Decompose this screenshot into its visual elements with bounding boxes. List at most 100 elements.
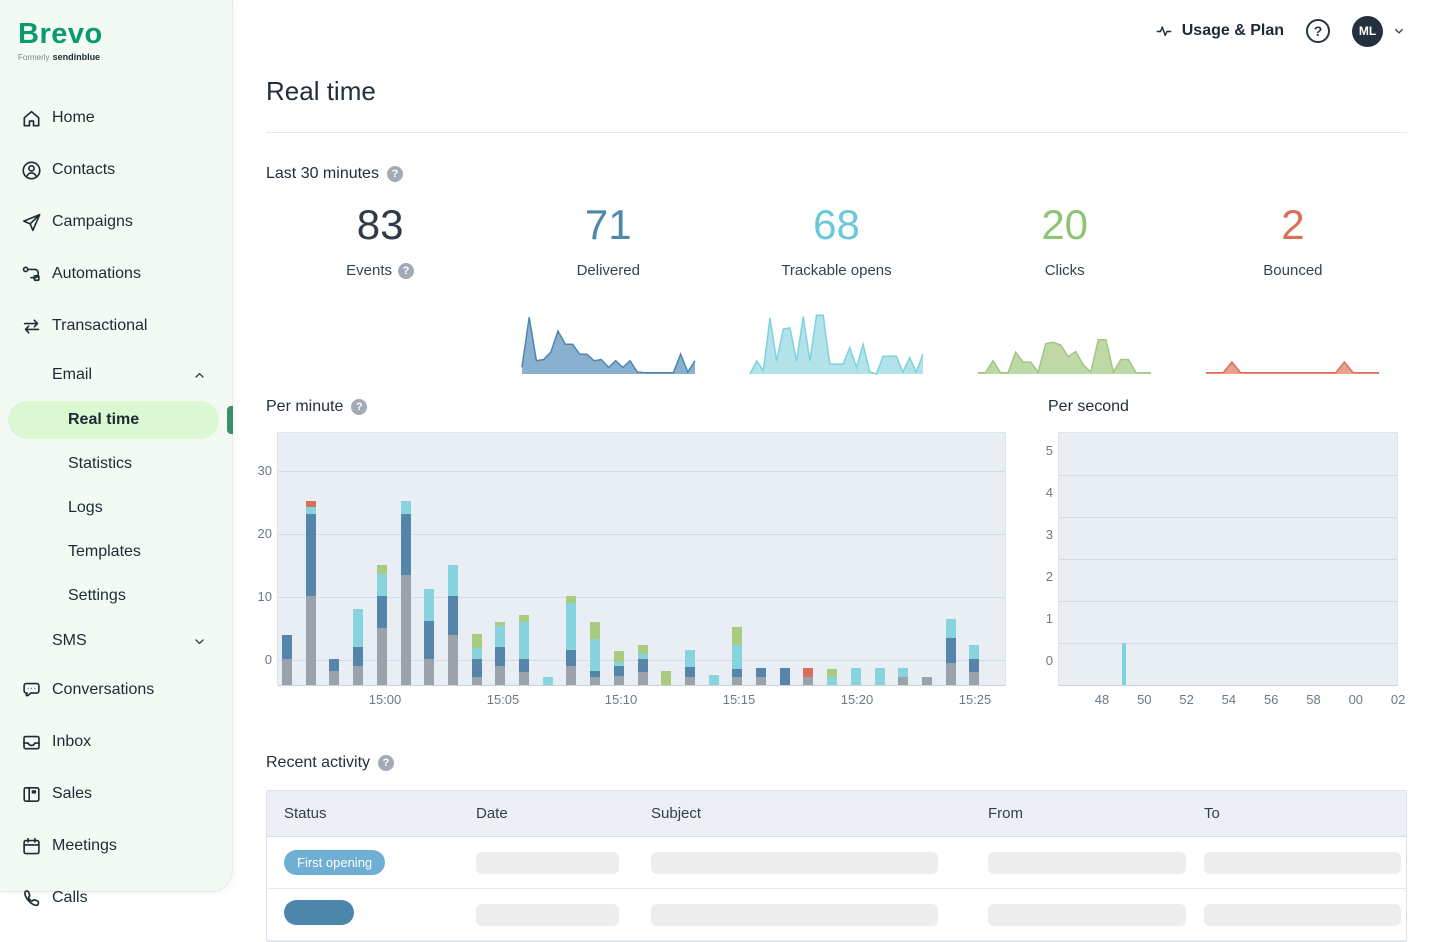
stacked-bar[interactable] (495, 621, 506, 686)
stacked-bar[interactable] (542, 676, 553, 686)
sidebar-item-automations[interactable]: Automations (0, 248, 232, 300)
bar-segment-gray (684, 676, 695, 686)
stat-label: Trackable opens (781, 262, 892, 280)
status-badge: First opening (284, 850, 386, 876)
bar[interactable] (1122, 643, 1127, 686)
stacked-bar[interactable] (400, 501, 411, 686)
per-minute-chart[interactable]: 0 10 20 30 (258, 432, 1006, 687)
x-axis-label: 48 (1094, 692, 1110, 708)
stacked-bar[interactable] (424, 589, 435, 686)
sidebar-item-logs[interactable]: Logs (0, 486, 232, 530)
table-body: First opening (267, 837, 1406, 942)
sidebar-item-templates[interactable]: Templates (0, 530, 232, 574)
x-axis-label: 56 (1263, 692, 1279, 708)
stacked-bar[interactable] (898, 668, 909, 686)
table-row[interactable] (267, 889, 1406, 942)
stacked-bar[interactable] (874, 668, 885, 686)
stacked-bar[interactable] (850, 668, 861, 686)
stacked-bar[interactable] (708, 675, 719, 686)
x-axis-label: 15:05 (486, 692, 520, 708)
sidebar-item-home[interactable]: Home (0, 92, 232, 144)
stacked-bar[interactable] (447, 565, 458, 686)
stacked-bar[interactable] (305, 500, 316, 686)
stacked-bar[interactable] (471, 634, 482, 686)
stacked-bar[interactable] (282, 634, 292, 686)
bar-segment-cyan (542, 676, 553, 686)
sidebar-item-sales[interactable]: Sales (0, 768, 232, 820)
sidebar-section-email[interactable]: Email (0, 352, 232, 398)
stacked-bar[interactable] (921, 676, 932, 686)
stacked-bar[interactable] (827, 668, 838, 686)
bar-segment-blue (400, 514, 411, 576)
sidebar-item-settings[interactable]: Settings (0, 574, 232, 618)
bar-segment-green (661, 670, 672, 686)
bar-segment-blue (779, 668, 790, 686)
stacked-bar[interactable] (945, 618, 956, 686)
sidebar-item-contacts[interactable]: Contacts (0, 144, 232, 196)
stacked-bar[interactable] (779, 668, 790, 686)
last-30-minutes-title: Last 30 minutes (266, 165, 379, 182)
bar-segment-gray (400, 575, 411, 686)
sidebar-item-label: Campaigns (52, 213, 133, 230)
stacked-bar[interactable] (590, 621, 601, 686)
sidebar-item-transactional[interactable]: Transactional (0, 300, 232, 352)
sidebar-nav: Home Contacts Campaigns Automations Transact… (0, 92, 233, 924)
skeleton-placeholder (1204, 903, 1401, 926)
x-axis-label: 52 (1179, 692, 1194, 708)
sidebar-item-real-time[interactable]: Real time (8, 401, 233, 439)
stacked-bar[interactable] (519, 614, 529, 686)
stat-value: 2 (1281, 201, 1305, 248)
stacked-bar[interactable] (661, 670, 672, 686)
usage-plan-button[interactable]: Usage & Plan (1155, 21, 1284, 41)
avatar: ML (1352, 15, 1383, 47)
per-second-chart[interactable]: 5 4 3 2 1 0 (1046, 432, 1398, 687)
stacked-bar[interactable] (353, 608, 364, 686)
y-axis-label: 5 (1045, 443, 1053, 459)
last-30-minutes-help-icon[interactable]: ? (386, 166, 403, 182)
bar-segment-gray (447, 634, 458, 686)
stacked-bar[interactable] (566, 595, 577, 686)
brevo-logo[interactable]: Brevo Formerly sendinblue (0, 0, 232, 63)
stacked-bar[interactable] (684, 650, 695, 686)
bar-segment-green (732, 627, 743, 646)
bar-segment-cyan (945, 618, 956, 638)
stacked-bar[interactable] (376, 565, 387, 686)
bar-segment-blue (329, 658, 340, 672)
stats-row: 83 Events? 71 Delivered 68 Trackable opens 20 C… (266, 201, 1407, 376)
bar-segment-green (566, 595, 577, 604)
account-menu[interactable]: ML (1352, 15, 1407, 47)
help-icon[interactable]: ? (1306, 19, 1330, 43)
bar-segment-gray (945, 663, 956, 686)
skeleton-placeholder (476, 903, 619, 926)
stacked-bar[interactable] (329, 658, 340, 686)
sidebar-item-calls[interactable]: Calls (0, 872, 232, 924)
per-minute-chart-block: Per minute ? 0 10 20 30 15:00 15:05 15:10 15:1… (258, 398, 1006, 708)
events-help-icon[interactable]: ? (398, 262, 415, 279)
stacked-bar[interactable] (969, 645, 980, 686)
sidebar-item-inbox[interactable]: Inbox (0, 716, 232, 768)
bar-segment-green (495, 621, 506, 626)
sidebar-item-campaigns[interactable]: Campaigns (0, 196, 232, 248)
calls-icon (20, 887, 43, 910)
sidebar-item-label: Calls (52, 889, 88, 906)
stacked-bar[interactable] (637, 645, 648, 686)
sidebar-section-sms[interactable]: SMS (0, 618, 232, 664)
recent-activity-help-icon[interactable]: ? (378, 755, 395, 772)
per-minute-help-icon[interactable]: ? (351, 399, 368, 416)
sidebar-item-meetings[interactable]: Meetings (0, 820, 232, 872)
bar-segment-gray (566, 666, 577, 686)
last-30-minutes-header: Last 30 minutes ? (266, 165, 1407, 183)
bar-segment-gray (353, 666, 364, 686)
stacked-bar[interactable] (803, 668, 814, 686)
bar-segment-gray (329, 671, 340, 686)
sidebar-item-label: Templates (68, 543, 141, 560)
bar-segment-blue (305, 513, 316, 596)
stacked-bar[interactable] (613, 651, 624, 686)
stacked-bar[interactable] (732, 627, 743, 686)
recent-activity-table: Status Date Subject From To First opening (266, 790, 1407, 942)
sidebar-item-statistics[interactable]: Statistics (0, 442, 232, 486)
sidebar-item-conversations[interactable]: Conversations (0, 664, 232, 716)
bar-segment-blue (353, 647, 364, 667)
table-row[interactable]: First opening (267, 837, 1406, 890)
stacked-bar[interactable] (756, 668, 766, 686)
